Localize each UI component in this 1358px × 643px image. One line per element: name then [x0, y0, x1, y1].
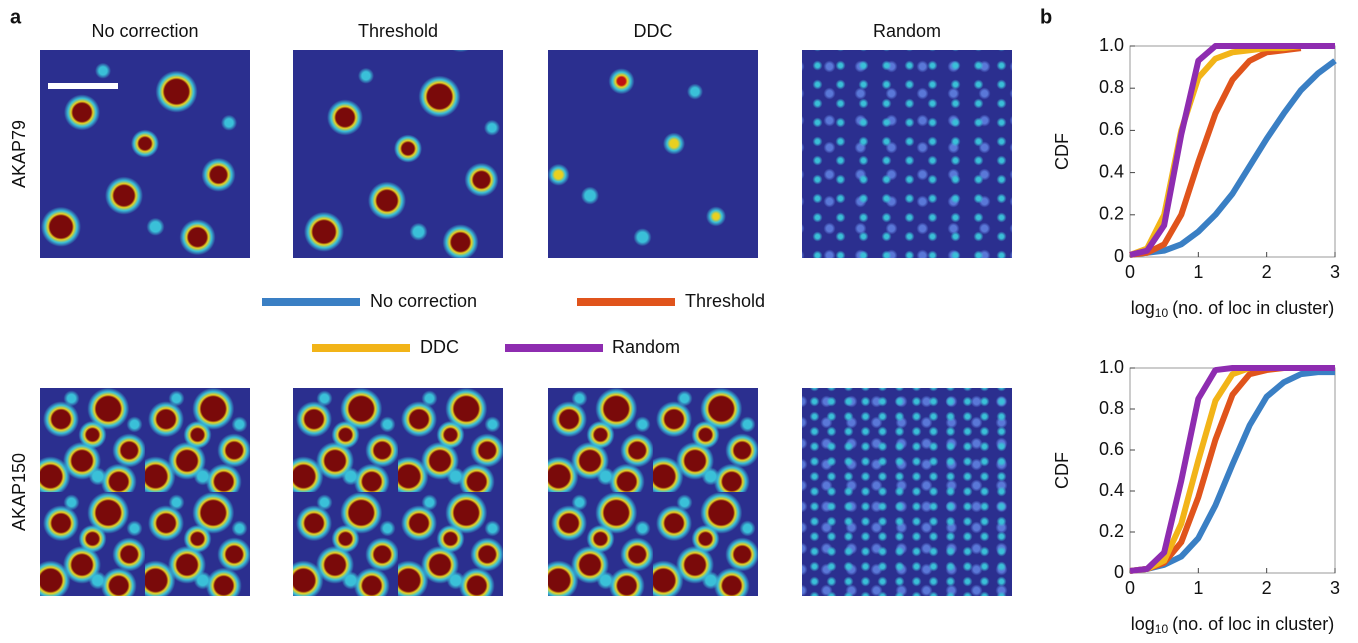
column-title: Random	[873, 21, 941, 41]
y-tick-label: 0.4	[1099, 161, 1124, 181]
legend-label: No correction	[370, 291, 477, 311]
series-line	[1130, 48, 1301, 255]
y-tick-label: 0.2	[1099, 521, 1124, 541]
y-tick-label: 1.0	[1099, 357, 1124, 377]
series-line	[1130, 46, 1301, 255]
x-axis-label-sub: 10	[1155, 306, 1169, 320]
column-title: No correction	[91, 21, 198, 41]
legend-label: Threshold	[685, 291, 765, 311]
x-axis-label-sub: 10	[1155, 622, 1169, 636]
y-axis-label: CDF	[1052, 452, 1072, 489]
page: {"panel_labels": ["a", "b"], "column_tit…	[0, 0, 1358, 643]
y-tick-label: 0.2	[1099, 204, 1124, 224]
figure: a b No correction Threshold DDC Random A…	[0, 0, 1358, 643]
x-tick-label: 0	[1125, 578, 1135, 598]
panel-label: b	[1040, 6, 1052, 28]
x-tick-label: 0	[1125, 262, 1135, 282]
x-axis-label: log10(no. of loc in cluster)	[1131, 614, 1334, 636]
x-tick-label: 2	[1262, 262, 1272, 282]
legend-label: DDC	[420, 337, 459, 357]
panel-label: a	[10, 6, 22, 28]
x-axis-label-part: log	[1131, 298, 1155, 318]
y-tick-label: 0.8	[1099, 398, 1124, 418]
scale-bar	[48, 83, 118, 89]
legend-label: Random	[612, 337, 680, 357]
x-tick-label: 2	[1262, 578, 1272, 598]
y-tick-label: 0.4	[1099, 480, 1124, 500]
x-axis-label: log10(no. of loc in cluster)	[1131, 298, 1334, 320]
column-title: Threshold	[358, 21, 438, 41]
x-axis-label-part: (no. of loc in cluster)	[1172, 614, 1334, 634]
x-tick-label: 3	[1330, 578, 1340, 598]
x-tick-label: 1	[1193, 262, 1203, 282]
y-tick-label: 0	[1114, 562, 1124, 582]
x-axis-label-part: log	[1131, 614, 1155, 634]
y-axis-label: CDF	[1052, 133, 1072, 170]
column-title: DDC	[634, 21, 673, 41]
x-tick-label: 3	[1330, 262, 1340, 282]
x-axis-label-part: (no. of loc in cluster)	[1172, 298, 1334, 318]
y-tick-label: 0	[1114, 246, 1124, 266]
row-label: AKAP150	[9, 453, 29, 531]
x-tick-label: 1	[1193, 578, 1203, 598]
y-tick-label: 1.0	[1099, 35, 1124, 55]
y-tick-label: 0.6	[1099, 119, 1124, 139]
y-tick-label: 0.6	[1099, 439, 1124, 459]
y-tick-label: 0.8	[1099, 77, 1124, 97]
row-label: AKAP79	[9, 120, 29, 188]
